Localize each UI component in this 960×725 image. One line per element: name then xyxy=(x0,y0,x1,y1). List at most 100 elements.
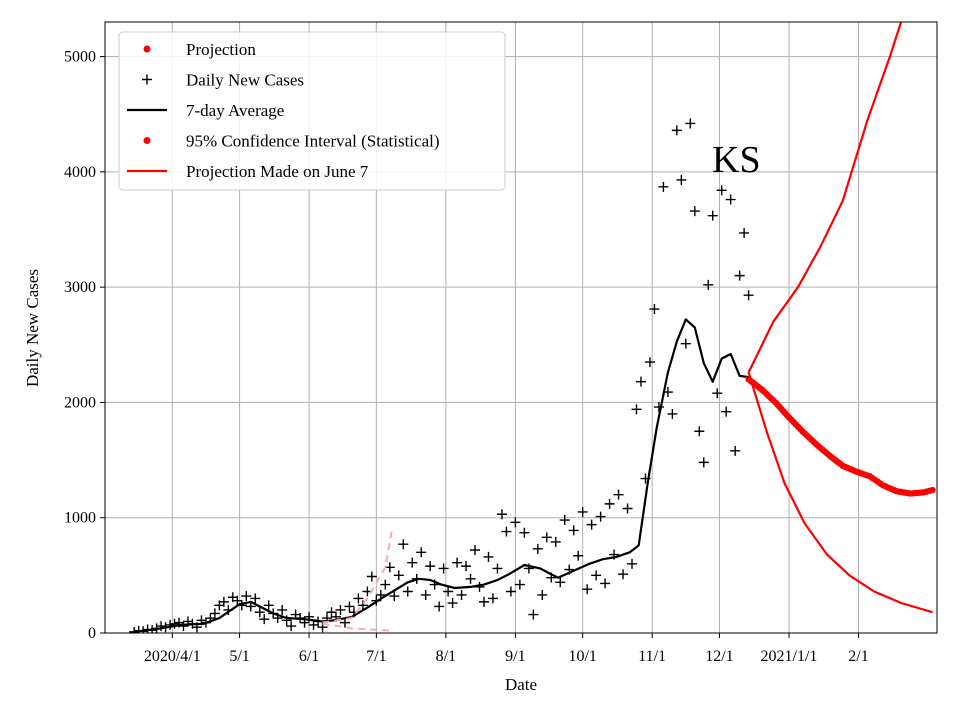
daily-case-point xyxy=(357,600,368,611)
x-tick-label: 11/1 xyxy=(638,648,666,665)
daily-case-point xyxy=(555,577,566,588)
legend-label: 7-day Average xyxy=(186,101,284,120)
daily-case-point xyxy=(461,561,472,572)
daily-case-point xyxy=(573,550,584,561)
daily-case-point xyxy=(263,600,274,611)
daily-case-point xyxy=(653,402,664,413)
daily-case-point xyxy=(254,607,265,618)
legend: Projection Daily New Cases 7-day Average 95… xyxy=(118,31,506,191)
daily-case-point xyxy=(627,558,638,569)
daily-case-point xyxy=(514,579,525,590)
daily-case-point xyxy=(519,527,530,538)
y-tick-label: 4000 xyxy=(64,164,96,181)
axes: 2020/4/1 5/1 6/1 7/1 8/1 9/1 10/1 11/1 12/1 2021/… xyxy=(64,49,869,665)
daily-case-point xyxy=(676,174,687,185)
x-tick-label: 9/1 xyxy=(505,648,525,665)
x-tick-label: 10/1 xyxy=(568,648,596,665)
daily-case-point xyxy=(707,210,718,221)
daily-case-point xyxy=(689,206,700,217)
daily-case-point xyxy=(218,596,229,607)
daily-case-point xyxy=(335,604,346,615)
daily-case-point xyxy=(277,604,288,615)
daily-case-point xyxy=(492,563,503,574)
plot-frame xyxy=(104,21,938,634)
legend-handle-dot xyxy=(143,137,151,144)
daily-case-point xyxy=(470,544,481,555)
daily-case-point xyxy=(447,598,458,609)
daily-case-point xyxy=(478,596,489,607)
daily-case-point xyxy=(721,406,732,417)
daily-case-point xyxy=(487,593,498,604)
daily-case-point xyxy=(730,445,741,456)
x-tick-label: 5/1 xyxy=(229,648,249,665)
daily-case-point xyxy=(582,584,593,595)
daily-case-point xyxy=(438,563,449,574)
daily-case-point xyxy=(326,607,337,618)
projection-made-on-june-7-line xyxy=(747,22,903,373)
daily-case-point xyxy=(734,270,745,281)
daily-case-point xyxy=(456,589,467,600)
daily-case-point xyxy=(452,557,463,568)
x-tick-label: 12/1 xyxy=(705,648,733,665)
daily-case-point xyxy=(658,181,669,192)
daily-case-point xyxy=(259,614,270,625)
daily-case-point xyxy=(541,532,552,543)
daily-case-point xyxy=(559,515,570,526)
legend-label: Projection Made on June 7 xyxy=(186,162,369,181)
daily-case-point xyxy=(443,586,454,597)
7-day-average-line xyxy=(134,318,749,633)
chart-annotation: KS xyxy=(712,139,761,181)
daily-case-point xyxy=(586,519,597,530)
daily-case-point xyxy=(568,525,579,536)
x-tick-label: 8/1 xyxy=(436,648,456,665)
legend-box xyxy=(118,31,506,191)
daily-case-point xyxy=(232,595,243,606)
daily-case-point xyxy=(483,551,494,562)
x-tick-label: 2020/4/1 xyxy=(144,648,201,665)
daily-case-point xyxy=(407,557,418,568)
daily-case-point xyxy=(250,593,261,604)
daily-case-point xyxy=(384,562,395,573)
daily-case-point xyxy=(425,561,436,572)
daily-case-point xyxy=(600,578,611,589)
daily-case-point xyxy=(712,388,723,399)
x-tick-label: 6/1 xyxy=(299,648,319,665)
y-axis-label: Daily New Cases xyxy=(23,269,42,387)
legend-label: Daily New Cases xyxy=(186,71,304,90)
y-tick-label: 0 xyxy=(88,625,96,642)
legend-label: Projection xyxy=(186,40,256,59)
daily-case-point xyxy=(739,227,750,238)
projection-point xyxy=(929,486,936,494)
daily-case-point xyxy=(245,601,256,612)
daily-case-point xyxy=(286,621,297,632)
daily-case-point xyxy=(501,526,512,537)
daily-case-point xyxy=(716,185,727,196)
daily-case-point xyxy=(532,543,543,554)
daily-case-point xyxy=(156,621,167,632)
daily-case-point xyxy=(595,511,606,522)
daily-case-point xyxy=(550,536,561,547)
daily-case-point xyxy=(685,118,696,129)
daily-case-point xyxy=(389,591,400,602)
daily-case-point xyxy=(465,573,476,584)
chart-marks xyxy=(129,22,936,633)
daily-case-point xyxy=(434,601,445,612)
y-tick-label: 5000 xyxy=(64,49,96,66)
daily-case-point xyxy=(671,125,682,136)
daily-case-point xyxy=(537,589,548,600)
daily-case-point xyxy=(353,593,364,604)
daily-case-point xyxy=(496,509,507,520)
daily-case-point xyxy=(725,194,736,205)
daily-case-point xyxy=(528,609,539,620)
daily-case-point xyxy=(613,489,624,500)
daily-case-point xyxy=(366,571,377,582)
x-tick-label: 2021/1/1 xyxy=(761,648,818,665)
y-tick-label: 3000 xyxy=(64,279,96,296)
daily-case-point xyxy=(209,608,220,619)
daily-case-point xyxy=(644,357,655,368)
legend-label: 95% Confidence Interval (Statistical) xyxy=(186,132,440,151)
daily-case-point xyxy=(344,601,355,612)
daily-case-point xyxy=(618,569,629,580)
y-tick-label: 2000 xyxy=(64,394,96,411)
